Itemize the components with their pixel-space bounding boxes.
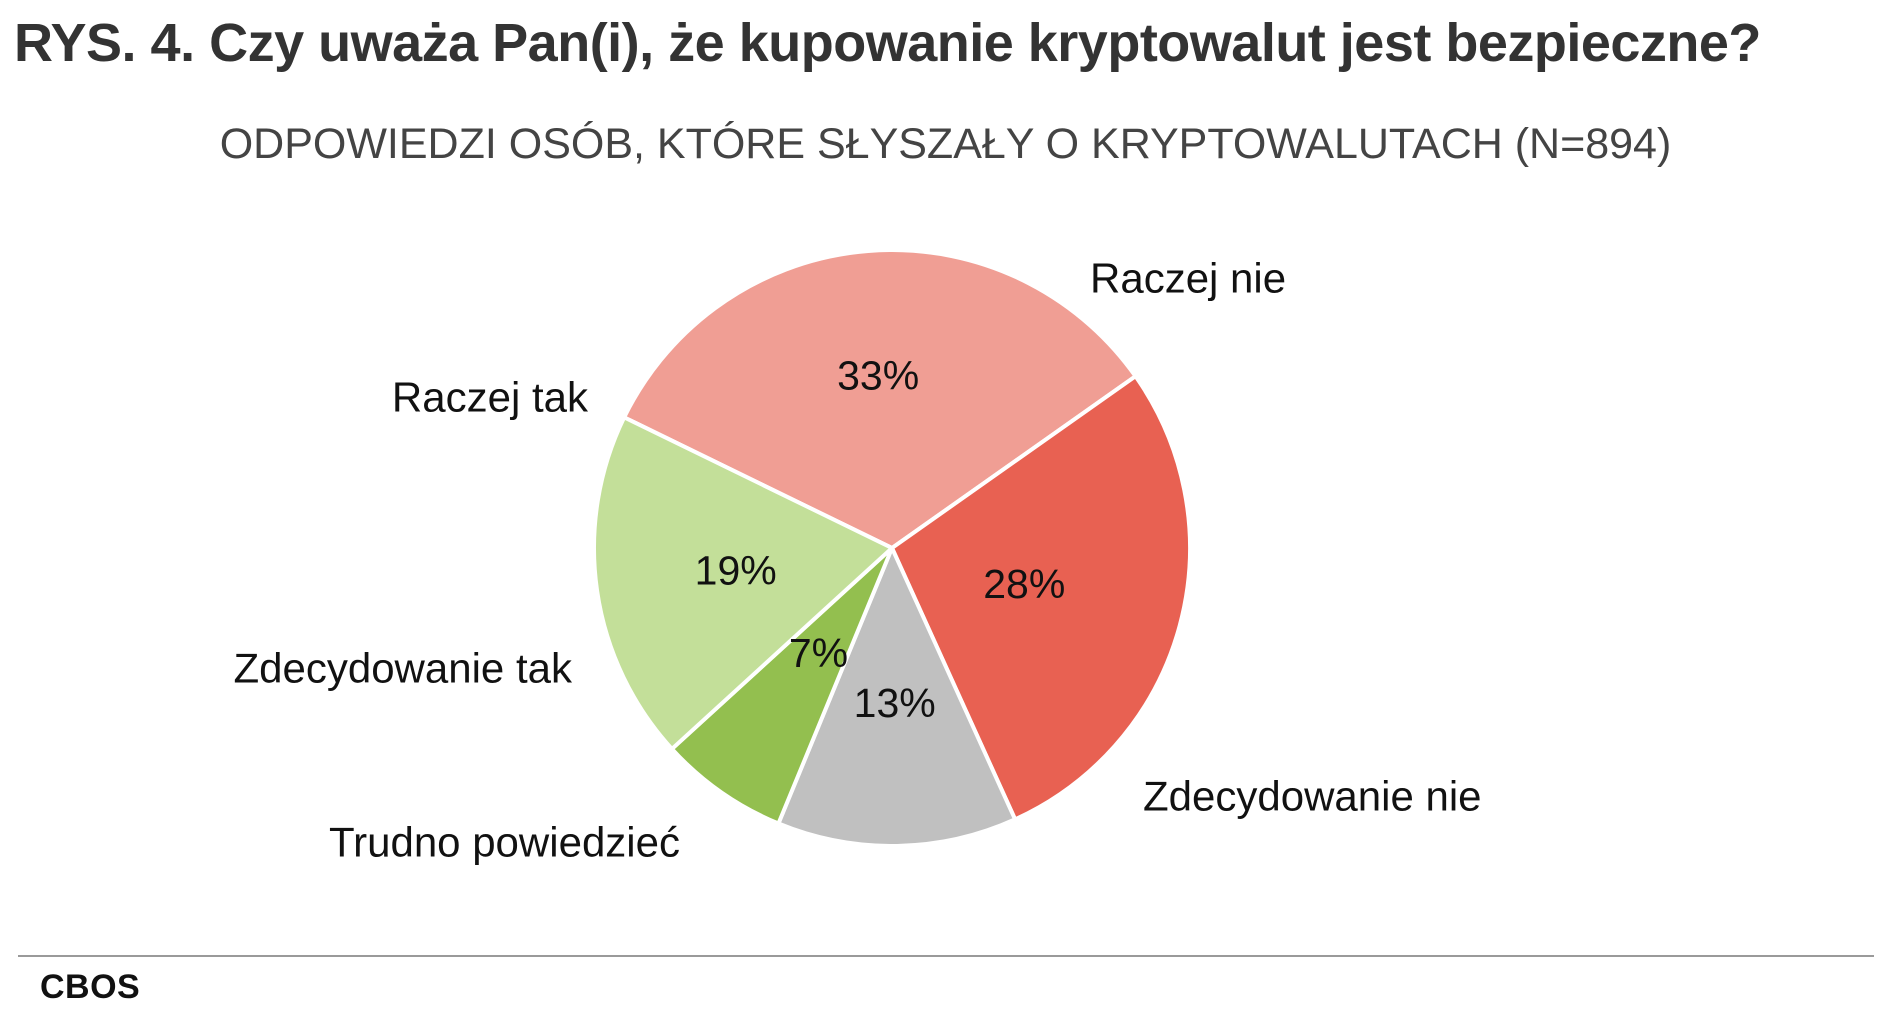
pie-category-labels: Raczej nie Zdecydowanie nie Trudno powiedz… <box>233 255 1481 866</box>
category-label-raczej-nie: Raczej nie <box>1090 255 1286 302</box>
category-label-raczej-tak: Raczej tak <box>392 374 589 421</box>
chart-title: RYS. 4. Czy uważa Pan(i), że kupowanie k… <box>14 13 1761 73</box>
category-label-trudno-powiedziec: Trudno powiedzieć <box>329 819 680 866</box>
value-label-zdecydowanie-tak: 7% <box>789 630 848 676</box>
category-label-zdecydowanie-tak: Zdecydowanie tak <box>233 645 573 692</box>
chart-subtitle: ODPOWIEDZI OSÓB, KTÓRE SŁYSZAŁY O KRYPTO… <box>219 120 1672 168</box>
value-label-trudno-powiedziec: 13% <box>854 680 936 726</box>
pie-slice-raczej-tak <box>592 415 894 751</box>
pie-slices <box>592 248 1192 848</box>
pie-value-labels: 33% 28% 13%7% 19% <box>695 353 1066 726</box>
source-label: CBOS <box>40 968 141 1006</box>
pie-slice-trudno-powiedziec <box>776 546 1018 848</box>
value-label-zdecydowanie-nie: 28% <box>983 561 1065 607</box>
value-label-raczej-tak: 19% <box>695 548 777 594</box>
value-label-raczej-nie: 33% <box>837 353 919 399</box>
pie-slice-zdecydowanie-tak <box>669 546 894 826</box>
pie-slice-raczej-nie <box>622 248 1138 550</box>
footer-divider <box>18 955 1874 957</box>
category-label-zdecydowanie-nie: Zdecydowanie nie <box>1143 773 1482 820</box>
